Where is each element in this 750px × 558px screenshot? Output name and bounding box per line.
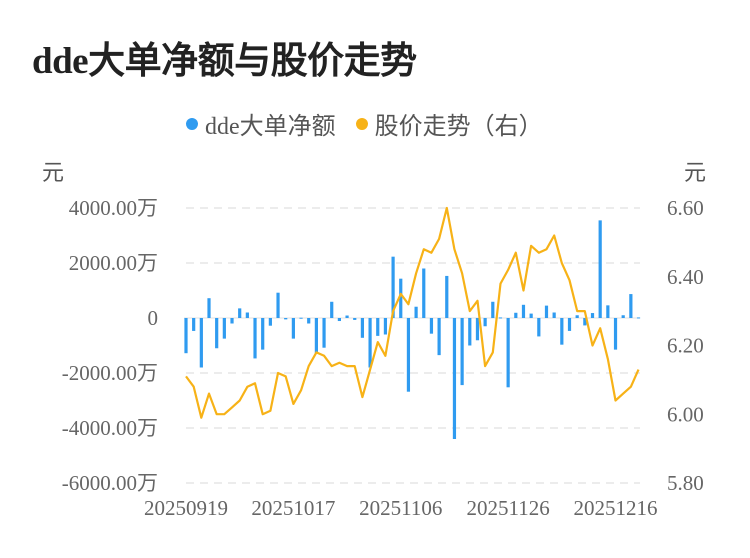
x-tick-label: 20251106 — [359, 496, 442, 520]
dde-bar — [199, 318, 203, 368]
dde-bar — [544, 305, 549, 318]
dde-bar — [560, 318, 564, 345]
dde-bar — [537, 318, 541, 337]
dde-bar — [360, 318, 365, 338]
dde-bar — [483, 318, 487, 327]
dde-bar — [406, 318, 411, 392]
dde-bar — [460, 318, 464, 386]
legend-dot-icon — [355, 117, 368, 130]
left-tick-label: -6000.00万 — [62, 471, 158, 495]
dde-bar — [429, 318, 434, 334]
left-tick-label: 0 — [148, 306, 159, 330]
legend-dot-icon — [186, 117, 198, 130]
dde-bar — [529, 313, 533, 318]
dde-bar — [606, 305, 610, 318]
legend-label: 股价走势（右） — [374, 114, 543, 140]
dde-bar — [491, 301, 495, 318]
dde-bar — [330, 301, 334, 318]
dde-bar — [452, 318, 457, 439]
dde-bar — [322, 318, 326, 348]
dde-bar — [192, 318, 196, 331]
dde-bar — [391, 256, 395, 318]
x-tick-label: 20250919 — [144, 496, 228, 520]
dde-bar — [353, 318, 357, 320]
dde-bar — [284, 318, 288, 320]
dde-bar — [475, 318, 480, 341]
dde-bar — [575, 315, 579, 318]
dde-bar — [222, 318, 226, 339]
dde-bar — [521, 304, 526, 318]
dde-bar — [245, 312, 249, 318]
dde-bar — [636, 317, 641, 319]
dde-bar — [598, 220, 602, 318]
left-tick-label: 4000.00万 — [69, 196, 158, 220]
x-tick-label: 20251017 — [251, 496, 335, 520]
right-tick-label: 6.60 — [667, 196, 704, 220]
dde-bar — [514, 312, 518, 318]
legend-item-price[interactable]: 股价走势（右） — [355, 106, 543, 141]
x-tick-label: 20251216 — [574, 496, 658, 520]
dde-bar — [437, 318, 441, 356]
dde-bar — [583, 318, 587, 326]
price-line — [185, 206, 640, 419]
right-tick-label: 5.80 — [667, 471, 704, 495]
left-tick-label: -4000.00万 — [62, 416, 158, 440]
dde-bar — [268, 318, 272, 326]
dde-bar — [629, 294, 633, 318]
legend-item-dde[interactable]: dde大单净额 — [186, 106, 336, 141]
dde-bar — [238, 308, 242, 318]
dde-bar — [498, 317, 503, 319]
left-axis-unit: 元 — [42, 160, 65, 185]
legend-label: dde大单净额 — [205, 114, 336, 140]
dde-bar — [261, 318, 265, 350]
dde-bar — [621, 315, 625, 318]
dde-bar — [422, 268, 426, 318]
right-axis-unit: 元 — [684, 160, 707, 185]
dde-bar — [230, 318, 234, 324]
left-tick-label: 2000.00万 — [69, 251, 158, 275]
dde-bar — [613, 318, 618, 350]
legend: dde大单净额 股价走势（右） — [186, 106, 563, 141]
dde-bar — [376, 318, 380, 336]
dde-bar — [184, 318, 188, 354]
dde-bar — [299, 317, 303, 319]
left-tick-label: -2000.00万 — [62, 361, 158, 385]
dde-bar — [314, 318, 318, 354]
dde-bar — [276, 292, 280, 318]
dde-bar — [399, 278, 403, 318]
dde-bar — [414, 306, 418, 318]
x-tick-label: 20251126 — [467, 496, 550, 520]
right-tick-label: 6.40 — [667, 265, 704, 289]
right-tick-label: 6.00 — [667, 402, 704, 426]
dde-bar — [337, 318, 341, 322]
dde-bar — [552, 312, 556, 318]
dde-bar — [383, 318, 388, 335]
dde-bar — [368, 318, 372, 368]
dde-bar — [506, 318, 510, 388]
dde-bar — [445, 275, 449, 318]
dde-bar — [567, 318, 572, 331]
dde-bar — [468, 318, 472, 346]
dde-bar — [207, 298, 211, 318]
dde-bar — [590, 313, 595, 318]
dde-bar — [291, 318, 295, 339]
dde-bar — [253, 318, 257, 359]
dde-bar — [215, 318, 219, 349]
dde-bar — [345, 315, 349, 318]
dde-bar — [307, 318, 311, 324]
chart-title: dde大单净额与股价走势 — [32, 41, 417, 82]
right-tick-label: 6.20 — [667, 334, 704, 358]
